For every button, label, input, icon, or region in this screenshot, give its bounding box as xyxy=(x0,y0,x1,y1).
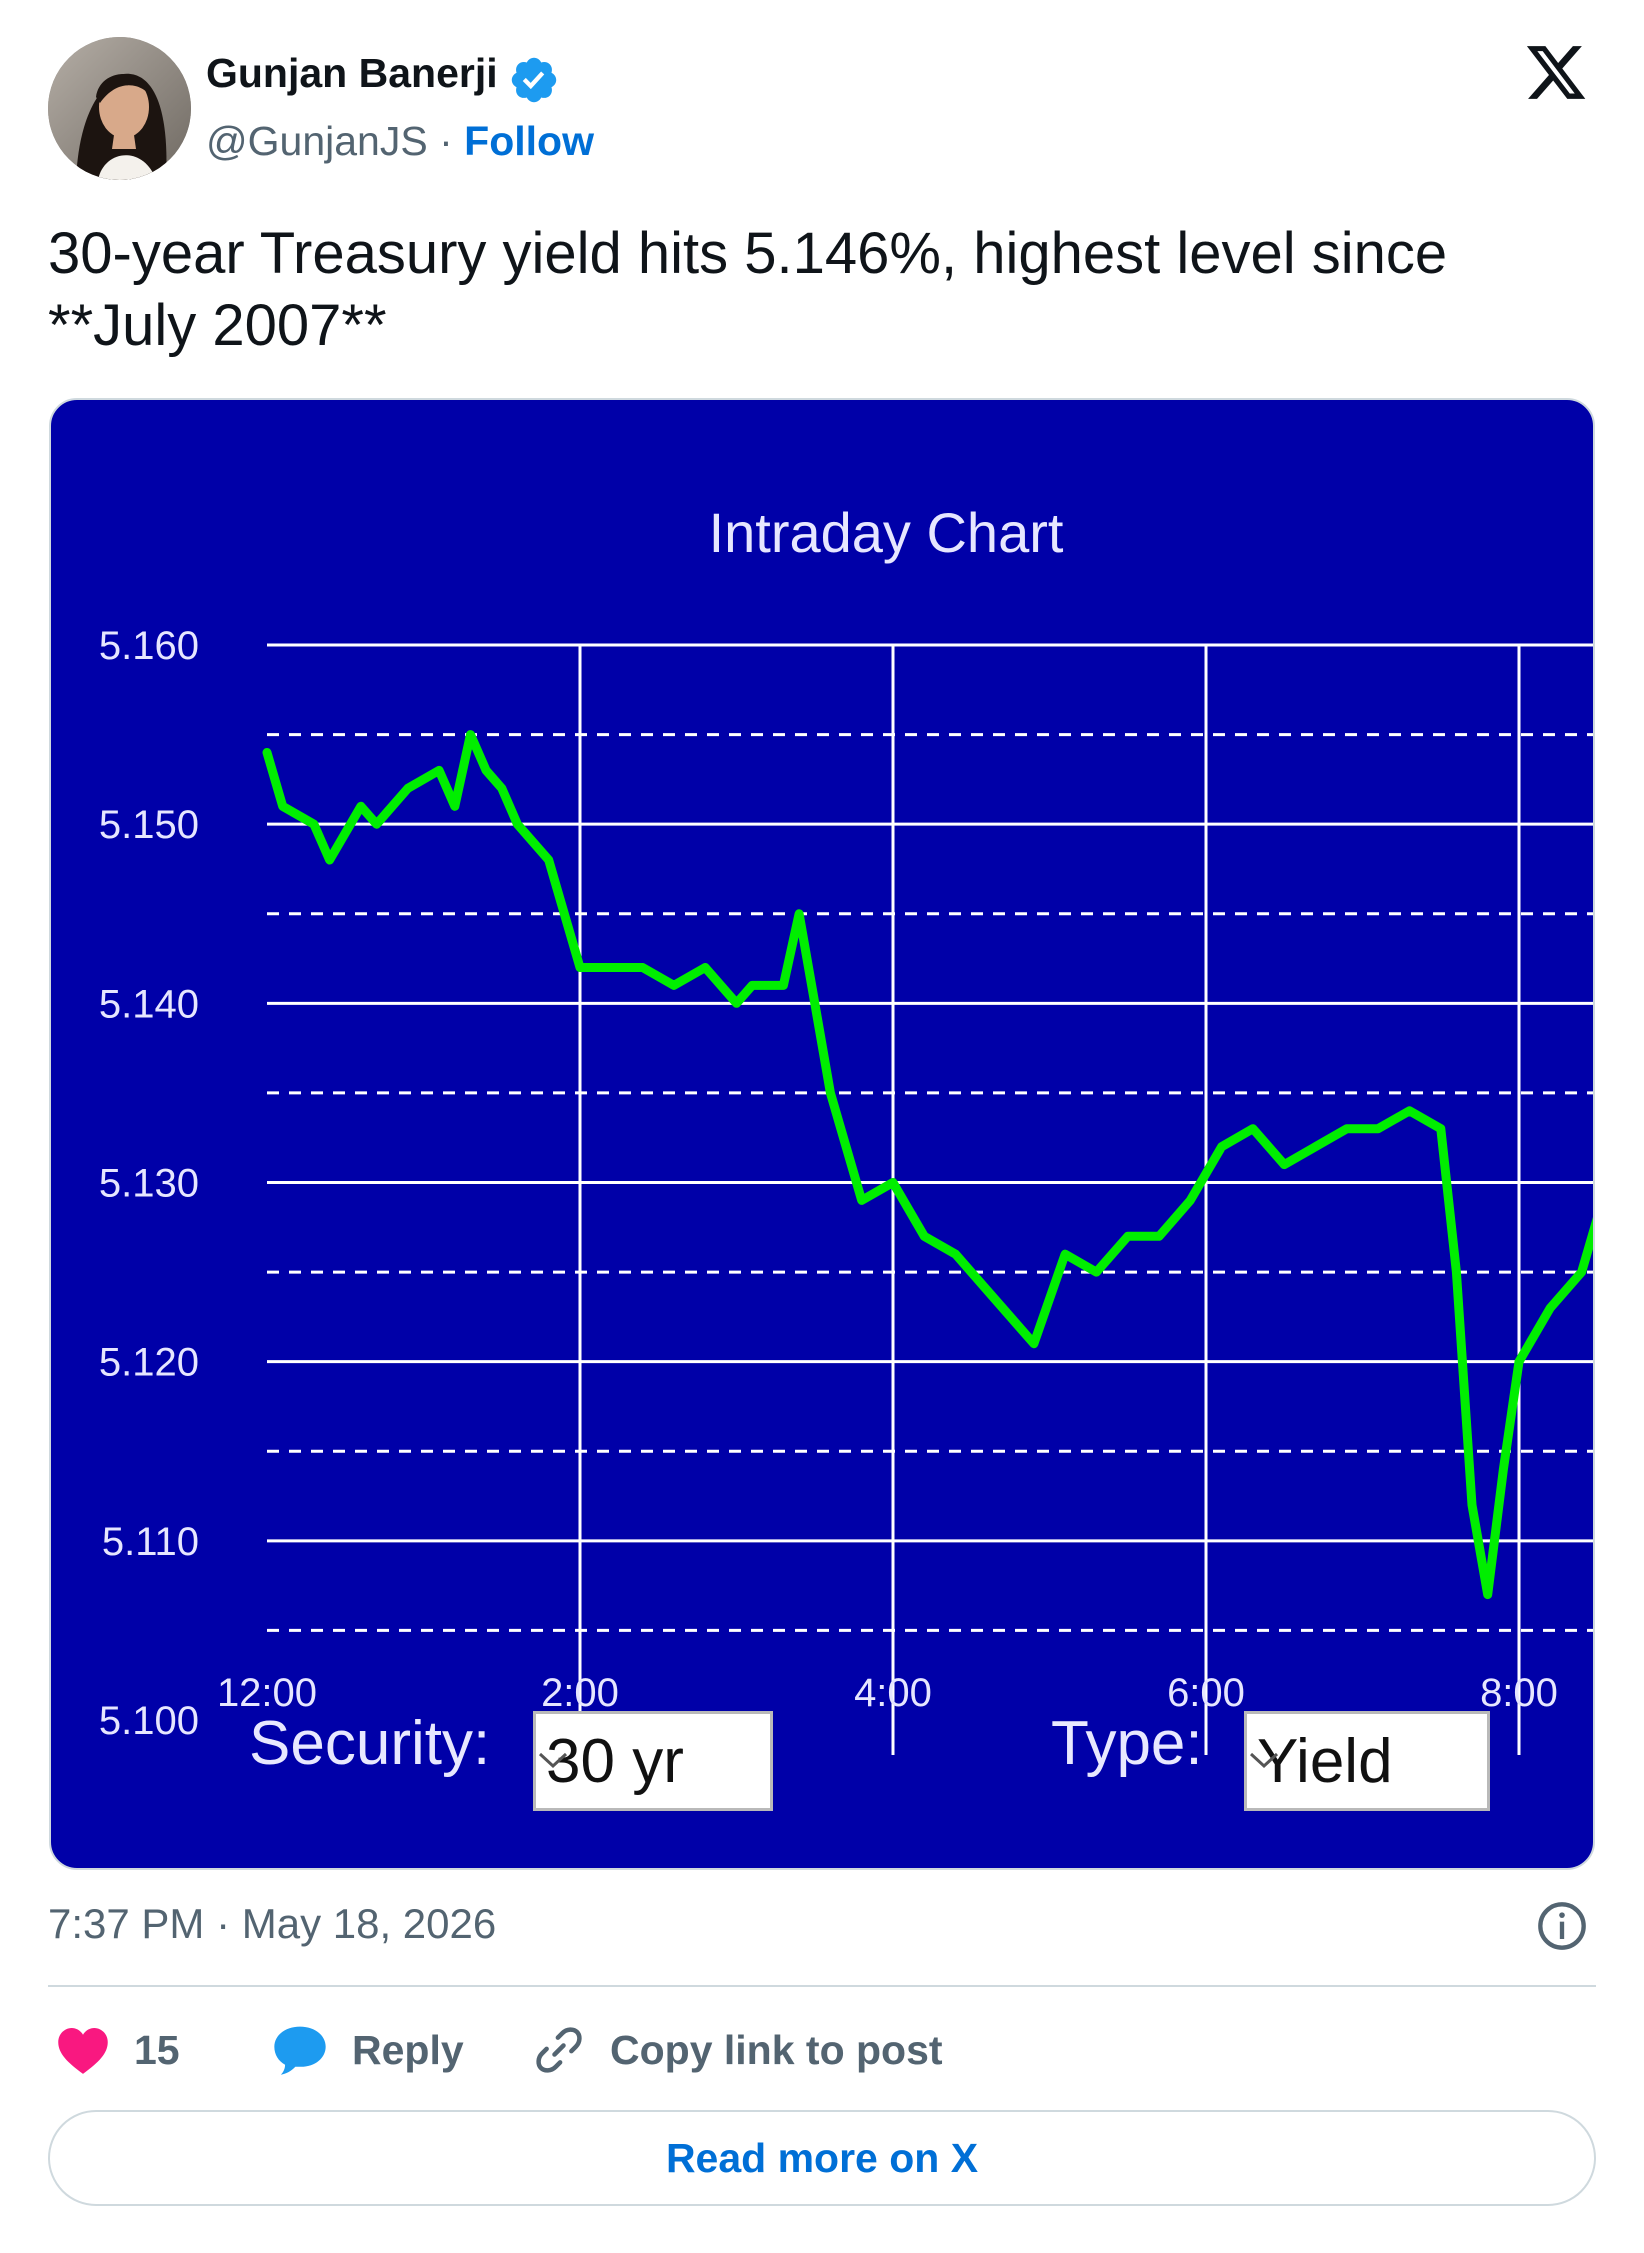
avatar-image xyxy=(48,37,191,180)
type-select-value: Yield xyxy=(1257,1726,1393,1796)
copy-link-label: Copy link to post xyxy=(610,2026,943,2073)
x-tick-label: 2:00 xyxy=(541,1671,619,1715)
y-tick-label: 5.100 xyxy=(99,1699,199,1743)
x-tick-label: 12:00 xyxy=(217,1671,317,1715)
divider xyxy=(48,1985,1596,1987)
copy-link-button[interactable]: Copy link to post xyxy=(532,2010,943,2090)
separator: · xyxy=(439,118,453,164)
y-tick-label: 5.110 xyxy=(102,1520,199,1564)
heart-icon xyxy=(58,2027,108,2074)
x-tick-label: 6:00 xyxy=(1167,1671,1245,1715)
security-label: Security: xyxy=(249,1709,491,1778)
reply-bubble-icon xyxy=(274,2026,326,2075)
y-tick-label: 5.120 xyxy=(99,1341,199,1385)
info-icon[interactable] xyxy=(1536,1900,1588,1952)
tweet-text: 30-year Treasury yield hits 5.146%, high… xyxy=(48,221,1448,358)
y-tick-label: 5.140 xyxy=(99,982,199,1026)
action-bar: 15 Reply Copy link to post xyxy=(48,2010,1596,2090)
like-count: 15 xyxy=(134,2026,180,2073)
yield-series-line xyxy=(262,730,1593,1600)
timestamp[interactable]: 7:37 PM · May 18, 2026 xyxy=(48,1900,497,1947)
like-button[interactable]: 15 xyxy=(56,2010,180,2090)
tweet-media[interactable]: Intraday Chart 5.160 5.150 5.140 5.130 5.120… xyxy=(49,398,1595,1870)
y-tick-label: 5.160 xyxy=(99,624,199,668)
x-tick-label: 8:00 xyxy=(1480,1671,1558,1715)
chart-grid xyxy=(267,643,1593,1755)
follow-button[interactable]: Follow xyxy=(464,118,594,164)
y-tick-label: 5.150 xyxy=(99,803,199,847)
security-select-value: 30 yr xyxy=(546,1726,684,1796)
type-label: Type: xyxy=(1051,1709,1203,1778)
handle-row: @GunjanJS · Follow xyxy=(206,118,594,165)
type-select[interactable]: Yield xyxy=(1244,1711,1490,1811)
x-tick-label: 4:00 xyxy=(854,1671,932,1715)
security-select[interactable]: 30 yr xyxy=(533,1711,773,1811)
chart-title: Intraday Chart xyxy=(709,501,1064,564)
author-handle[interactable]: @GunjanJS xyxy=(206,118,428,164)
reply-label: Reply xyxy=(352,2026,464,2073)
author-name[interactable]: Gunjan Banerji xyxy=(206,50,498,96)
verified-badge-icon xyxy=(511,57,557,103)
avatar[interactable] xyxy=(48,37,191,180)
reply-button[interactable]: Reply xyxy=(272,2010,464,2090)
x-logo-icon[interactable] xyxy=(1522,40,1590,105)
chevron-down-icon xyxy=(1249,1752,1279,1769)
intraday-chart: Intraday Chart 5.160 5.150 5.140 5.130 5.120… xyxy=(99,501,1593,1755)
link-icon xyxy=(536,2027,582,2073)
read-more-button[interactable]: Read more on X xyxy=(48,2110,1596,2206)
y-axis-labels: 5.160 5.150 5.140 5.130 5.120 5.110 5.100 xyxy=(99,624,199,1743)
y-tick-label: 5.130 xyxy=(99,1162,199,1206)
chevron-down-icon xyxy=(538,1752,568,1769)
